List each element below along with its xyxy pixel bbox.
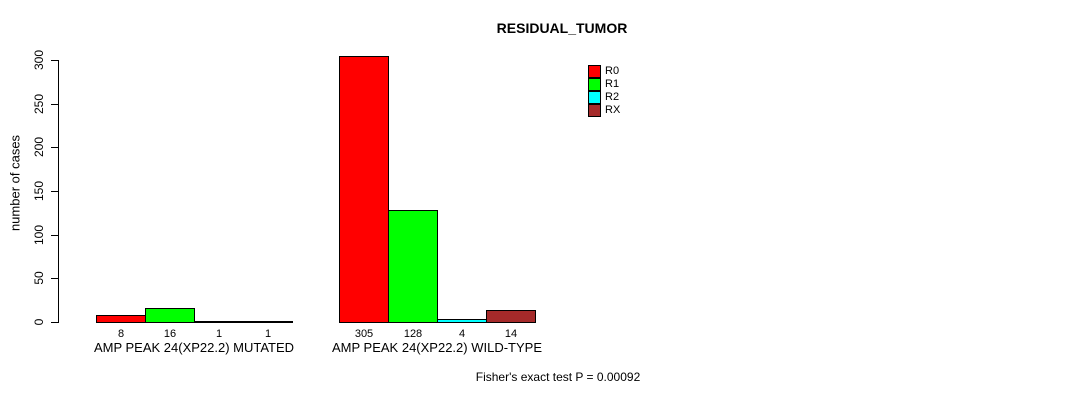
bar-value-label: 1: [215, 328, 223, 340]
legend-swatch-r2: [588, 91, 601, 104]
legend-label: R1: [605, 78, 620, 90]
y-axis-tick-label: 200: [32, 136, 46, 158]
legend-label: R0: [605, 65, 620, 77]
legend-item-rx: RX: [588, 104, 620, 117]
y-axis-tick: [51, 322, 58, 323]
bar-r1-group2: [388, 210, 438, 323]
y-axis-tick: [51, 60, 58, 61]
y-axis-tick: [51, 278, 58, 279]
legend-label: R2: [605, 91, 620, 103]
y-axis-line: [58, 60, 59, 323]
bar-value-label: 128: [403, 328, 423, 340]
bar-value-label: 305: [354, 328, 374, 340]
bar-r2-group1: [194, 321, 244, 323]
chart-title: RESIDUAL_TUMOR: [496, 20, 628, 36]
bar-value-label: 1: [264, 328, 272, 340]
y-axis-tick: [51, 191, 58, 192]
y-axis-tick-label: 300: [32, 49, 46, 71]
y-axis-tick: [51, 147, 58, 148]
bar-rx-group2: [486, 310, 536, 323]
y-axis-tick: [51, 104, 58, 105]
y-axis-label: number of cases: [7, 134, 23, 232]
legend-swatch-r1: [588, 78, 601, 91]
y-axis-tick-label: 50: [32, 271, 46, 285]
group-axis-label: AMP PEAK 24(XP22.2) MUTATED: [93, 340, 295, 355]
bar-value-label: 4: [458, 328, 466, 340]
bar-r0-group2: [339, 56, 389, 323]
bar-r1-group1: [145, 308, 195, 323]
stat-annotation: Fisher's exact test P = 0.00092: [475, 370, 641, 384]
y-axis-tick-label: 100: [32, 224, 46, 246]
bar-value-label: 14: [504, 328, 518, 340]
y-axis-tick: [51, 235, 58, 236]
y-axis-tick-label: 250: [32, 93, 46, 115]
bar-value-label: 16: [163, 328, 177, 340]
legend-item-r1: R1: [588, 78, 620, 91]
legend: R0 R1 R2 RX: [588, 65, 620, 117]
legend-swatch-r0: [588, 65, 601, 78]
bar-r0-group1: [96, 315, 146, 323]
legend-label: RX: [605, 104, 621, 116]
legend-item-r0: R0: [588, 65, 620, 78]
bar-rx-group1: [243, 321, 293, 323]
bar-r2-group2: [437, 319, 487, 323]
legend-item-r2: R2: [588, 91, 620, 104]
y-axis-tick-label: 150: [32, 180, 46, 202]
legend-swatch-rx: [588, 104, 601, 117]
bar-value-label: 8: [117, 328, 125, 340]
group-axis-label: AMP PEAK 24(XP22.2) WILD-TYPE: [332, 340, 542, 355]
y-axis-tick-label: 0: [32, 318, 46, 326]
